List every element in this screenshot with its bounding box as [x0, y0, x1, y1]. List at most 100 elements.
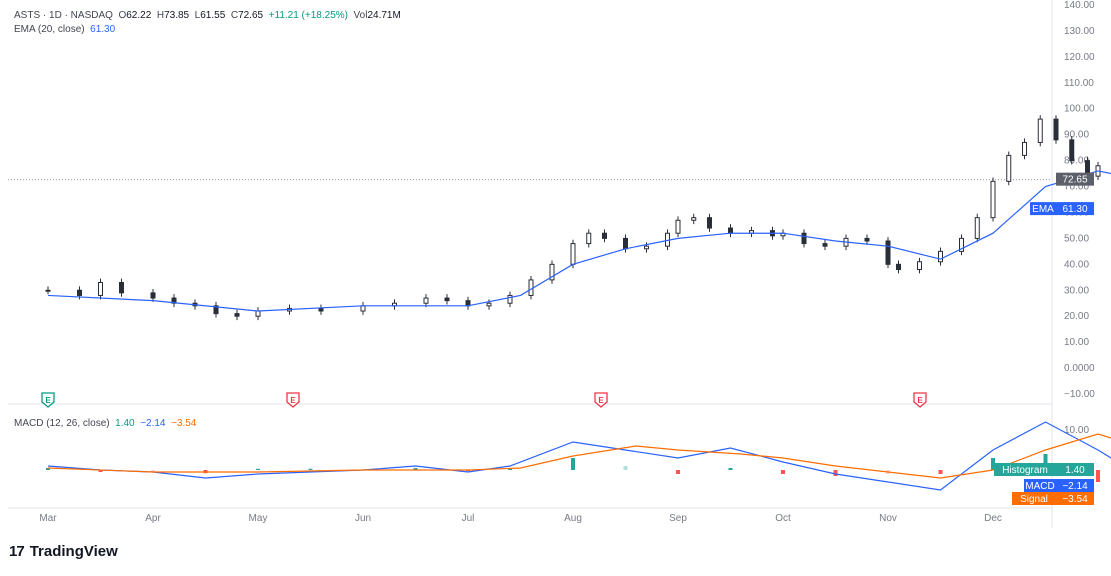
candle-body — [822, 243, 828, 247]
price-tick-label: 10.00 — [1064, 337, 1089, 348]
last-price-badge: 72.65 — [1056, 172, 1094, 186]
last-price-badge-value: 72.65 — [1062, 175, 1087, 186]
symbol-label: ASTS · 1D · NASDAQ — [14, 10, 113, 21]
signal-badge: Signal −3.54 — [1012, 492, 1094, 505]
candle-body — [570, 243, 576, 265]
price-tick-label: 80.00 — [1064, 156, 1089, 167]
ema-badge: EMA 61.30 — [1030, 202, 1094, 216]
tradingview-logo[interactable]: 17 TradingView — [9, 543, 118, 560]
price-tick-label: 100.00 — [1064, 104, 1095, 115]
earnings-marker-label: E — [598, 396, 604, 405]
low-value: 61.55 — [200, 10, 226, 21]
ema-legend[interactable]: EMA (20, close) 61.30 — [14, 24, 115, 35]
price-tick-label: 90.00 — [1064, 130, 1089, 141]
earnings-marker-label: E — [290, 396, 296, 405]
histogram-badge-tag-bg — [994, 463, 1056, 476]
macd-histogram-bar — [728, 468, 733, 470]
low-label: L — [194, 10, 201, 21]
time-tick-label: Jul — [462, 513, 475, 524]
candle-body — [896, 263, 901, 271]
macd-legend-label: MACD (12, 26, close) — [14, 418, 110, 429]
ema-badge-value-bg — [1056, 202, 1094, 216]
time-tick-label: Aug — [564, 513, 582, 524]
candle-body — [45, 289, 51, 292]
price-tick-label: 130.00 — [1064, 26, 1095, 37]
price-tick-label: 110.00 — [1064, 78, 1094, 89]
ema-badge-tag-bg — [1030, 202, 1056, 216]
macd-histogram-bar — [46, 468, 50, 470]
candle-body — [974, 217, 980, 239]
candle-body — [255, 310, 261, 317]
macd-histogram-bar — [991, 458, 995, 470]
price-tick-label: 140.00 — [1064, 0, 1095, 11]
candle-body — [119, 281, 124, 294]
signal-badge-tag-bg — [1012, 492, 1056, 505]
candle-body — [691, 217, 697, 221]
signal-badge-value: −3.54 — [1062, 494, 1088, 505]
candle-body — [549, 263, 555, 281]
macd-histogram-bar — [98, 470, 103, 472]
ema-badge-value: 61.30 — [1062, 204, 1087, 215]
earnings-marker: E — [913, 392, 927, 408]
volume-value: 24.71M — [367, 10, 401, 21]
macd-tick-label: 10.00 — [1064, 425, 1089, 436]
macd-histogram-bar — [676, 470, 680, 474]
signal-badge-tag: Signal — [1020, 494, 1048, 505]
candle-body — [1022, 141, 1027, 156]
candle-body — [990, 180, 996, 219]
ema-line — [47, 170, 1111, 312]
candle-body — [885, 240, 891, 265]
macd-histogram-bar — [833, 470, 838, 476]
candle-body — [318, 307, 324, 312]
candle-body — [707, 217, 712, 229]
macd-histogram-bar — [413, 468, 418, 470]
candle-body — [675, 219, 681, 234]
candle-body — [234, 313, 240, 317]
candle-body — [623, 237, 628, 250]
price-tick-label: 0.0000 — [1064, 363, 1095, 374]
macd-histogram-bar — [256, 468, 260, 470]
last-price-badge-value-bg — [1056, 172, 1094, 186]
earnings-marker: E — [594, 392, 608, 408]
candle-body — [801, 232, 807, 245]
macd-badge-tag: MACD — [1025, 481, 1054, 492]
macd-badge-value-bg — [1056, 479, 1094, 492]
macd-histogram-bar — [466, 470, 470, 472]
close-value: 72.65 — [238, 10, 264, 21]
time-tick-label: Jun — [355, 513, 371, 524]
candle-body — [444, 297, 450, 302]
earnings-marker-label: E — [917, 396, 923, 405]
candle-body — [423, 297, 429, 304]
high-label: H — [156, 10, 165, 21]
macd-legend-hist: 1.40 — [115, 418, 135, 429]
macd-histogram-bar — [308, 468, 313, 470]
volume-label: Vol — [353, 10, 368, 21]
earnings-marker-shape — [41, 392, 55, 408]
high-value: 73.85 — [164, 10, 190, 21]
candle-body — [213, 305, 219, 315]
ema-legend-value: 61.30 — [90, 24, 116, 35]
earnings-marker-shape — [594, 392, 608, 408]
time-tick-label: Mar — [39, 513, 57, 524]
earnings-marker: E — [41, 392, 55, 408]
candle-body — [586, 232, 592, 245]
price-tick-label: −10.00 — [1064, 389, 1095, 400]
signal-line — [47, 433, 1111, 479]
histogram-badge-tag: Histogram — [1002, 465, 1048, 476]
time-tick-label: Dec — [984, 513, 1002, 524]
tradingview-brand-name: TradingView — [29, 543, 118, 560]
macd-legend[interactable]: MACD (12, 26, close) 1.40 −2.14 −3.54 — [14, 418, 196, 429]
macd-histogram-bar — [781, 470, 785, 474]
candle-body — [602, 232, 607, 239]
time-tick-label: Nov — [879, 513, 897, 524]
earnings-marker-shape — [286, 392, 300, 408]
macd-legend-macd: −2.14 — [140, 418, 166, 429]
candle-body — [1069, 139, 1075, 162]
price-header: ASTS · 1D · NASDAQ O62.22 H73.85 L61.55 … — [14, 10, 401, 21]
candle-body — [1053, 118, 1059, 141]
candle-body — [864, 237, 870, 242]
earnings-marker-shape — [913, 392, 927, 408]
macd-legend-signal: −3.54 — [171, 418, 197, 429]
candle-body — [77, 289, 82, 296]
